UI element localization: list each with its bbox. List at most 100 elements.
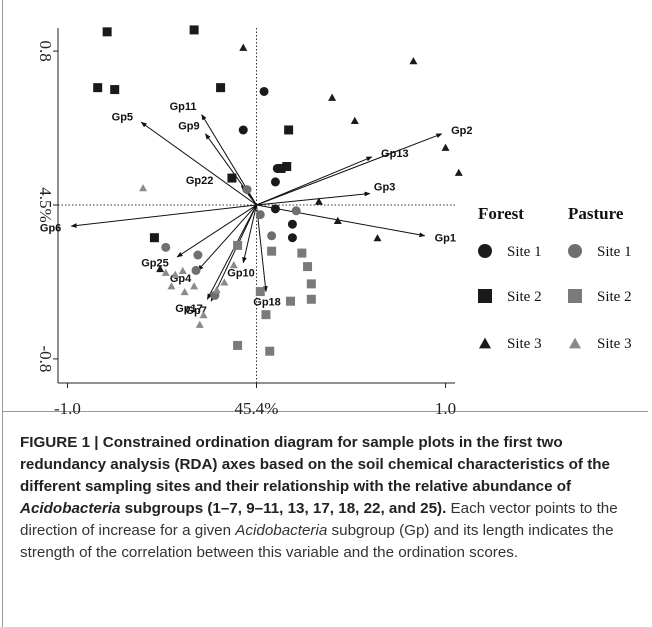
point-forest-site-3 — [454, 168, 463, 176]
y-axis-variance-label: 4.5% — [36, 187, 55, 222]
legend-marker-forest-site-2 — [478, 289, 492, 303]
legend-label-pasture-site-2: Site 2 — [597, 289, 632, 305]
point-pasture-site-2 — [297, 248, 307, 258]
point-pasture-site-3 — [190, 282, 199, 290]
legend-label-pasture-site-1: Site 1 — [597, 244, 632, 260]
point-pasture-site-3 — [167, 282, 176, 290]
vector-label-gp17: Gp17 — [175, 303, 203, 315]
point-forest-site-2 — [227, 173, 237, 183]
legend-label-forest-site-3: Site 3 — [507, 336, 542, 352]
point-pasture-site-3 — [161, 268, 170, 276]
point-forest-site-3 — [239, 43, 248, 51]
point-pasture-site-2 — [255, 287, 265, 297]
vector-gp1 — [256, 204, 426, 238]
point-pasture-site-3 — [139, 184, 148, 192]
point-pasture-site-2 — [286, 296, 296, 306]
legend-marker-pasture-site-2 — [568, 289, 582, 303]
point-pasture-site-1 — [291, 206, 301, 216]
legend: Forest Pasture Site 1 Site 2 Site 3 Site 1 Sit… — [478, 204, 632, 352]
vector-label-gp10: Gp10 — [227, 267, 255, 279]
vector-gp18 — [256, 204, 268, 293]
point-pasture-site-3 — [212, 286, 221, 294]
plot-axes: -1.0 1.0 45.4% 0.8 -0.8 4.5% — [36, 28, 456, 418]
point-pasture-site-2 — [303, 262, 313, 272]
vector-gp7 — [210, 204, 257, 302]
legend-marker-pasture-site-1 — [568, 244, 582, 258]
point-forest-site-2 — [284, 125, 294, 135]
vector-gp6 — [70, 204, 257, 228]
y-tick-label: 0.8 — [36, 40, 55, 61]
vector-label-gp13: Gp13 — [381, 148, 409, 160]
x-tick-label: -1.0 — [54, 399, 81, 418]
vector-gp17 — [206, 204, 257, 300]
caption-text-2: subgroup (Gp) and its length indicates t… — [20, 522, 614, 561]
vector-label-gp25: Gp25 — [141, 257, 169, 269]
point-pasture-site-3 — [195, 320, 204, 328]
frame-left-border — [2, 0, 3, 627]
caption-bold-italic: Acidobacteria — [20, 500, 121, 517]
x-axis-variance-label: 45.4% — [235, 399, 279, 418]
vector-gp13 — [256, 156, 373, 206]
caption-bold-2: subgroups (1–7, 9–11, 13, 17, 18, 22, an… — [120, 500, 447, 517]
point-forest-site-2 — [102, 27, 112, 37]
point-pasture-site-2 — [306, 279, 316, 289]
vector-gp25 — [176, 204, 257, 258]
point-pasture-site-1 — [267, 231, 277, 241]
vector-label-gp22: Gp22 — [186, 175, 214, 187]
point-pasture-site-1 — [242, 185, 252, 195]
point-forest-site-1 — [287, 233, 297, 243]
legend-label-pasture-site-3: Site 3 — [597, 336, 632, 352]
vector-gp4 — [197, 204, 257, 271]
point-forest-site-2 — [110, 85, 120, 95]
point-forest-site-2 — [282, 162, 292, 172]
point-forest-site-3 — [328, 93, 337, 101]
rda-biplot: -1.0 1.0 45.4% 0.8 -0.8 4.5% Gp2 Gp13 Gp3 Gp1 Gp5… — [36, 25, 632, 418]
y-tick-label: -0.8 — [36, 345, 55, 372]
vector-gp3 — [256, 191, 371, 206]
vector-label-gp1: Gp1 — [435, 233, 456, 245]
point-forest-site-1 — [270, 177, 280, 187]
point-pasture-site-3 — [199, 311, 208, 319]
legend-marker-forest-site-3 — [479, 337, 491, 349]
vector-label-gp3: Gp3 — [374, 181, 395, 193]
point-forest-site-3 — [333, 216, 342, 224]
caption-bold-1: FIGURE 1 | Constrained ordination diagra… — [20, 434, 610, 495]
point-forest-site-2 — [93, 83, 103, 93]
point-forest-site-2 — [276, 163, 286, 173]
point-pasture-site-1 — [255, 210, 265, 220]
point-pasture-site-2 — [265, 346, 275, 356]
point-pasture-site-2 — [233, 340, 243, 350]
caption-text-1: Each vector points to the direction of i… — [20, 500, 618, 539]
point-forest-site-1 — [270, 204, 280, 214]
legend-heading-pasture: Pasture — [568, 204, 624, 223]
legend-marker-forest-site-1 — [478, 244, 492, 258]
vector-gp5 — [140, 121, 257, 206]
point-pasture-site-2 — [267, 246, 277, 256]
legend-marker-pasture-site-3 — [569, 337, 581, 349]
vector-label-gp9: Gp9 — [178, 121, 199, 133]
point-pasture-site-2 — [261, 310, 271, 320]
legend-heading-forest: Forest — [478, 204, 524, 223]
points-layer — [93, 25, 463, 356]
vector-label-gp7: Gp7 — [185, 305, 206, 317]
vector-label-gp18: Gp18 — [253, 297, 281, 309]
point-forest-site-3 — [350, 116, 359, 124]
vector-label-gp2: Gp2 — [451, 125, 472, 137]
point-pasture-site-3 — [220, 278, 229, 286]
point-forest-site-3 — [314, 197, 323, 205]
vector-label-gp5: Gp5 — [112, 111, 133, 123]
point-forest-site-3 — [373, 234, 382, 242]
point-pasture-site-3 — [180, 287, 189, 296]
vector-gp9 — [205, 133, 257, 206]
point-pasture-site-1 — [191, 265, 201, 275]
vector-label-gp11: Gp11 — [170, 101, 197, 113]
vector-gp2 — [256, 133, 443, 206]
legend-label-forest-site-2: Site 2 — [507, 289, 542, 305]
point-pasture-site-3 — [178, 266, 187, 275]
point-forest-site-3 — [409, 57, 418, 65]
point-forest-site-1 — [259, 86, 269, 96]
vector-label-gp6: Gp6 — [40, 222, 61, 234]
point-forest-site-1 — [238, 125, 248, 135]
vector-gp10 — [242, 204, 257, 264]
